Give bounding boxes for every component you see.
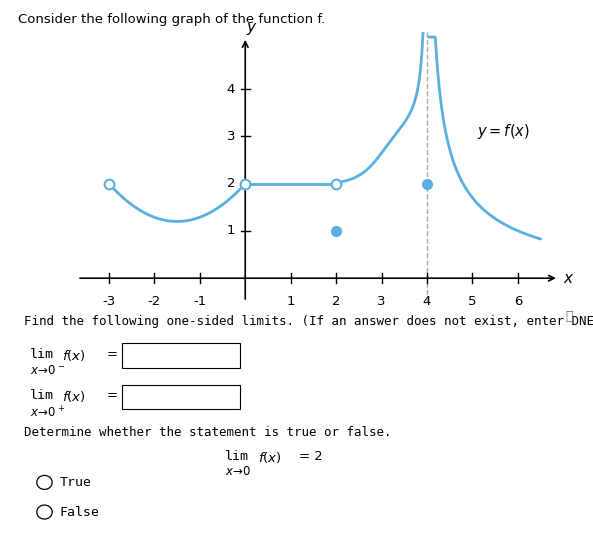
Text: =: = bbox=[107, 389, 118, 402]
Text: $x$: $x$ bbox=[563, 271, 575, 286]
Text: 3: 3 bbox=[227, 130, 235, 143]
Text: = 2: = 2 bbox=[299, 450, 323, 463]
Text: $y$: $y$ bbox=[246, 21, 258, 37]
Text: 5: 5 bbox=[468, 295, 477, 308]
Text: lim: lim bbox=[225, 450, 249, 463]
Text: lim: lim bbox=[30, 389, 53, 402]
Text: -1: -1 bbox=[193, 295, 206, 308]
Text: $x\!\to\!0$: $x\!\to\!0$ bbox=[225, 465, 252, 478]
Text: 1: 1 bbox=[286, 295, 295, 308]
Text: False: False bbox=[59, 506, 99, 519]
Text: 3: 3 bbox=[377, 295, 386, 308]
Text: $x\!\to\!0^-$: $x\!\to\!0^-$ bbox=[30, 364, 65, 377]
Text: $f(x)$: $f(x)$ bbox=[258, 450, 282, 465]
Text: 6: 6 bbox=[514, 295, 522, 308]
Text: $x\!\to\!0^+$: $x\!\to\!0^+$ bbox=[30, 405, 65, 420]
Text: 4: 4 bbox=[227, 82, 235, 95]
Text: ⓘ: ⓘ bbox=[566, 310, 573, 323]
Text: True: True bbox=[59, 476, 91, 489]
Text: 4: 4 bbox=[423, 295, 431, 308]
Text: Find the following one-sided limits. (If an answer does not exist, enter DNE.): Find the following one-sided limits. (If… bbox=[24, 315, 593, 328]
Text: -3: -3 bbox=[102, 295, 116, 308]
Text: $y=f(x)$: $y=f(x)$ bbox=[477, 122, 530, 141]
Text: 2: 2 bbox=[332, 295, 340, 308]
Text: $f(x)$: $f(x)$ bbox=[62, 389, 86, 404]
Text: lim: lim bbox=[30, 348, 53, 361]
Text: $f(x)$: $f(x)$ bbox=[62, 348, 86, 363]
Text: =: = bbox=[107, 348, 118, 361]
Text: Determine whether the statement is true or false.: Determine whether the statement is true … bbox=[24, 426, 391, 439]
Text: 2: 2 bbox=[227, 177, 235, 190]
Text: -2: -2 bbox=[148, 295, 161, 308]
Text: Consider the following graph of the function f.: Consider the following graph of the func… bbox=[18, 13, 325, 26]
Text: 1: 1 bbox=[227, 224, 235, 237]
